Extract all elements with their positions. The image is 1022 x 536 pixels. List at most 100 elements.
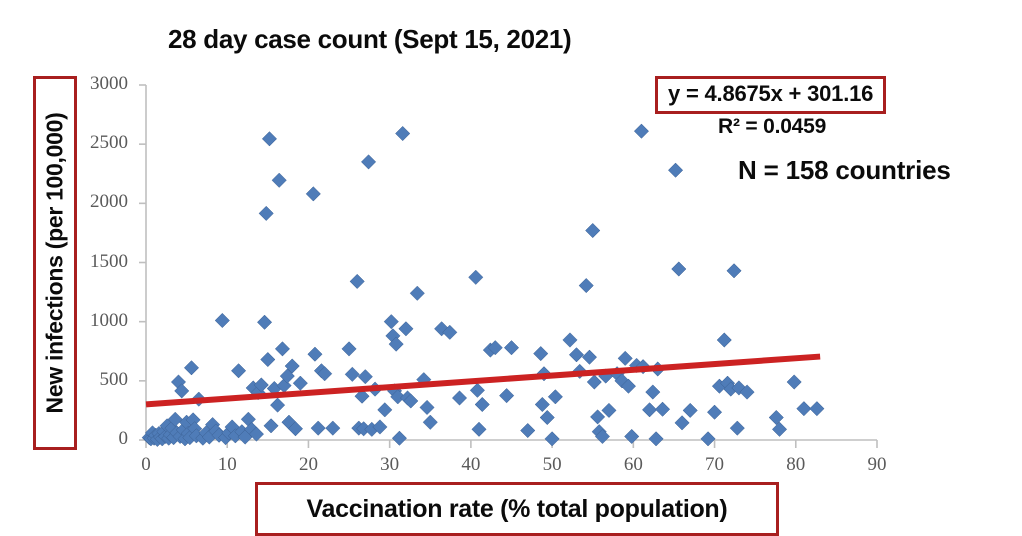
data-point-marker (253, 377, 269, 393)
y-axis-tick-label: 2500 (90, 132, 128, 154)
data-point-marker (274, 341, 291, 357)
data-point-marker (617, 350, 633, 366)
data-point-marker (474, 396, 490, 413)
data-point-marker (214, 312, 230, 329)
x-axis-tick-label: 20 (298, 454, 318, 475)
x-axis-title: Vaccination rate (% total population) (306, 494, 728, 523)
data-point-marker (671, 261, 687, 277)
data-point-marker (261, 131, 278, 147)
data-point-marker (395, 125, 411, 142)
data-point-marker (786, 374, 802, 390)
y-axis-tick-label: 1000 (90, 309, 128, 331)
data-point-marker (341, 341, 357, 357)
data-point-marker (390, 389, 406, 405)
y-axis-tick-label: 1500 (90, 250, 128, 272)
data-point-marker (547, 389, 563, 405)
data-point-marker (270, 397, 286, 413)
axes-layer (139, 84, 878, 448)
data-point-marker (357, 369, 373, 385)
data-point-marker (284, 358, 300, 374)
data-point-marker (349, 273, 365, 289)
data-point-marker (388, 336, 404, 352)
data-point-marker (534, 396, 550, 413)
data-point-marker (317, 366, 333, 382)
data-point-marker (391, 430, 407, 446)
data-point-marker (768, 409, 784, 426)
data-point-marker (668, 162, 684, 178)
data-point-marker (614, 373, 630, 389)
data-point-marker (419, 399, 435, 416)
data-point-marker (809, 401, 825, 417)
data-point-marker (468, 269, 484, 285)
data-point-marker (354, 388, 370, 404)
data-point-marker (258, 205, 274, 221)
x-axis-tick-label: 70 (705, 454, 725, 475)
data-point-marker (263, 418, 279, 434)
x-axis-tick-label: 40 (461, 454, 481, 475)
data-point-marker (325, 420, 341, 436)
data-point-marker (174, 383, 190, 399)
r-squared-label: R² = 0.0459 (718, 115, 827, 138)
data-point-marker (403, 393, 419, 409)
x-axis-tick-label: 0 (141, 454, 151, 475)
data-point-marker (601, 402, 617, 418)
data-point-marker (707, 404, 723, 420)
x-axis-tick-label: 30 (380, 454, 400, 475)
data-point-marker (642, 402, 658, 418)
data-point-marker (248, 426, 265, 442)
data-point-marker (305, 186, 321, 202)
data-point-marker (533, 346, 549, 362)
data-point-marker (307, 346, 323, 362)
x-axis-tick-label: 60 (623, 454, 643, 475)
y-axis-tick-label: 500 (99, 368, 129, 390)
data-point-marker (499, 388, 515, 404)
data-point-marker (377, 402, 393, 418)
data-point-marker (310, 420, 326, 436)
data-point-marker (796, 401, 812, 417)
data-point-marker (544, 431, 560, 447)
data-point-marker (279, 368, 295, 384)
data-point-marker (682, 402, 698, 418)
data-point-marker (729, 420, 745, 436)
y-axis-tick-label: 0 (118, 428, 129, 449)
data-point-marker (771, 421, 788, 437)
y-axis-title: New infections (per 100,000) (41, 112, 68, 414)
y-axis-tick-label: 3000 (90, 73, 128, 94)
y-axis-title-box: New infections (per 100,000) (33, 76, 77, 450)
data-point-marker (469, 382, 485, 398)
x-axis-tick-label: 80 (786, 454, 806, 475)
data-point-marker (383, 314, 399, 330)
data-point-marker (590, 409, 606, 425)
data-point-marker (594, 428, 611, 445)
data-point-marker (183, 360, 200, 376)
data-point-marker (292, 375, 308, 391)
data-point-marker (648, 431, 664, 447)
data-points-layer (141, 123, 825, 447)
data-point-marker (231, 363, 247, 379)
data-point-marker (585, 222, 601, 239)
data-point-marker (624, 428, 640, 445)
data-point-marker (726, 263, 742, 279)
data-point-marker (372, 419, 388, 435)
data-point-marker (409, 285, 425, 301)
data-point-marker (645, 384, 661, 400)
data-point-marker (451, 390, 468, 406)
data-point-marker (167, 411, 183, 427)
data-point-marker (581, 349, 598, 365)
chart-title: 28 day case count (Sept 15, 2021) (168, 24, 572, 54)
data-point-marker (471, 421, 487, 437)
data-point-marker (739, 384, 755, 400)
x-axis-title-box: Vaccination rate (% total population) (255, 482, 779, 536)
data-point-marker (562, 332, 578, 348)
x-axis-tick-label: 90 (867, 454, 887, 475)
x-axis-tick-label: 10 (217, 454, 237, 475)
data-point-marker (633, 123, 650, 139)
data-point-marker (578, 278, 594, 294)
data-point-marker (539, 409, 555, 426)
trendline-layer (145, 353, 821, 408)
trendline-equation-box: y = 4.8675x + 301.16 (655, 76, 887, 114)
data-point-marker (257, 314, 273, 330)
trendline (145, 353, 821, 408)
data-point-marker (620, 378, 637, 394)
